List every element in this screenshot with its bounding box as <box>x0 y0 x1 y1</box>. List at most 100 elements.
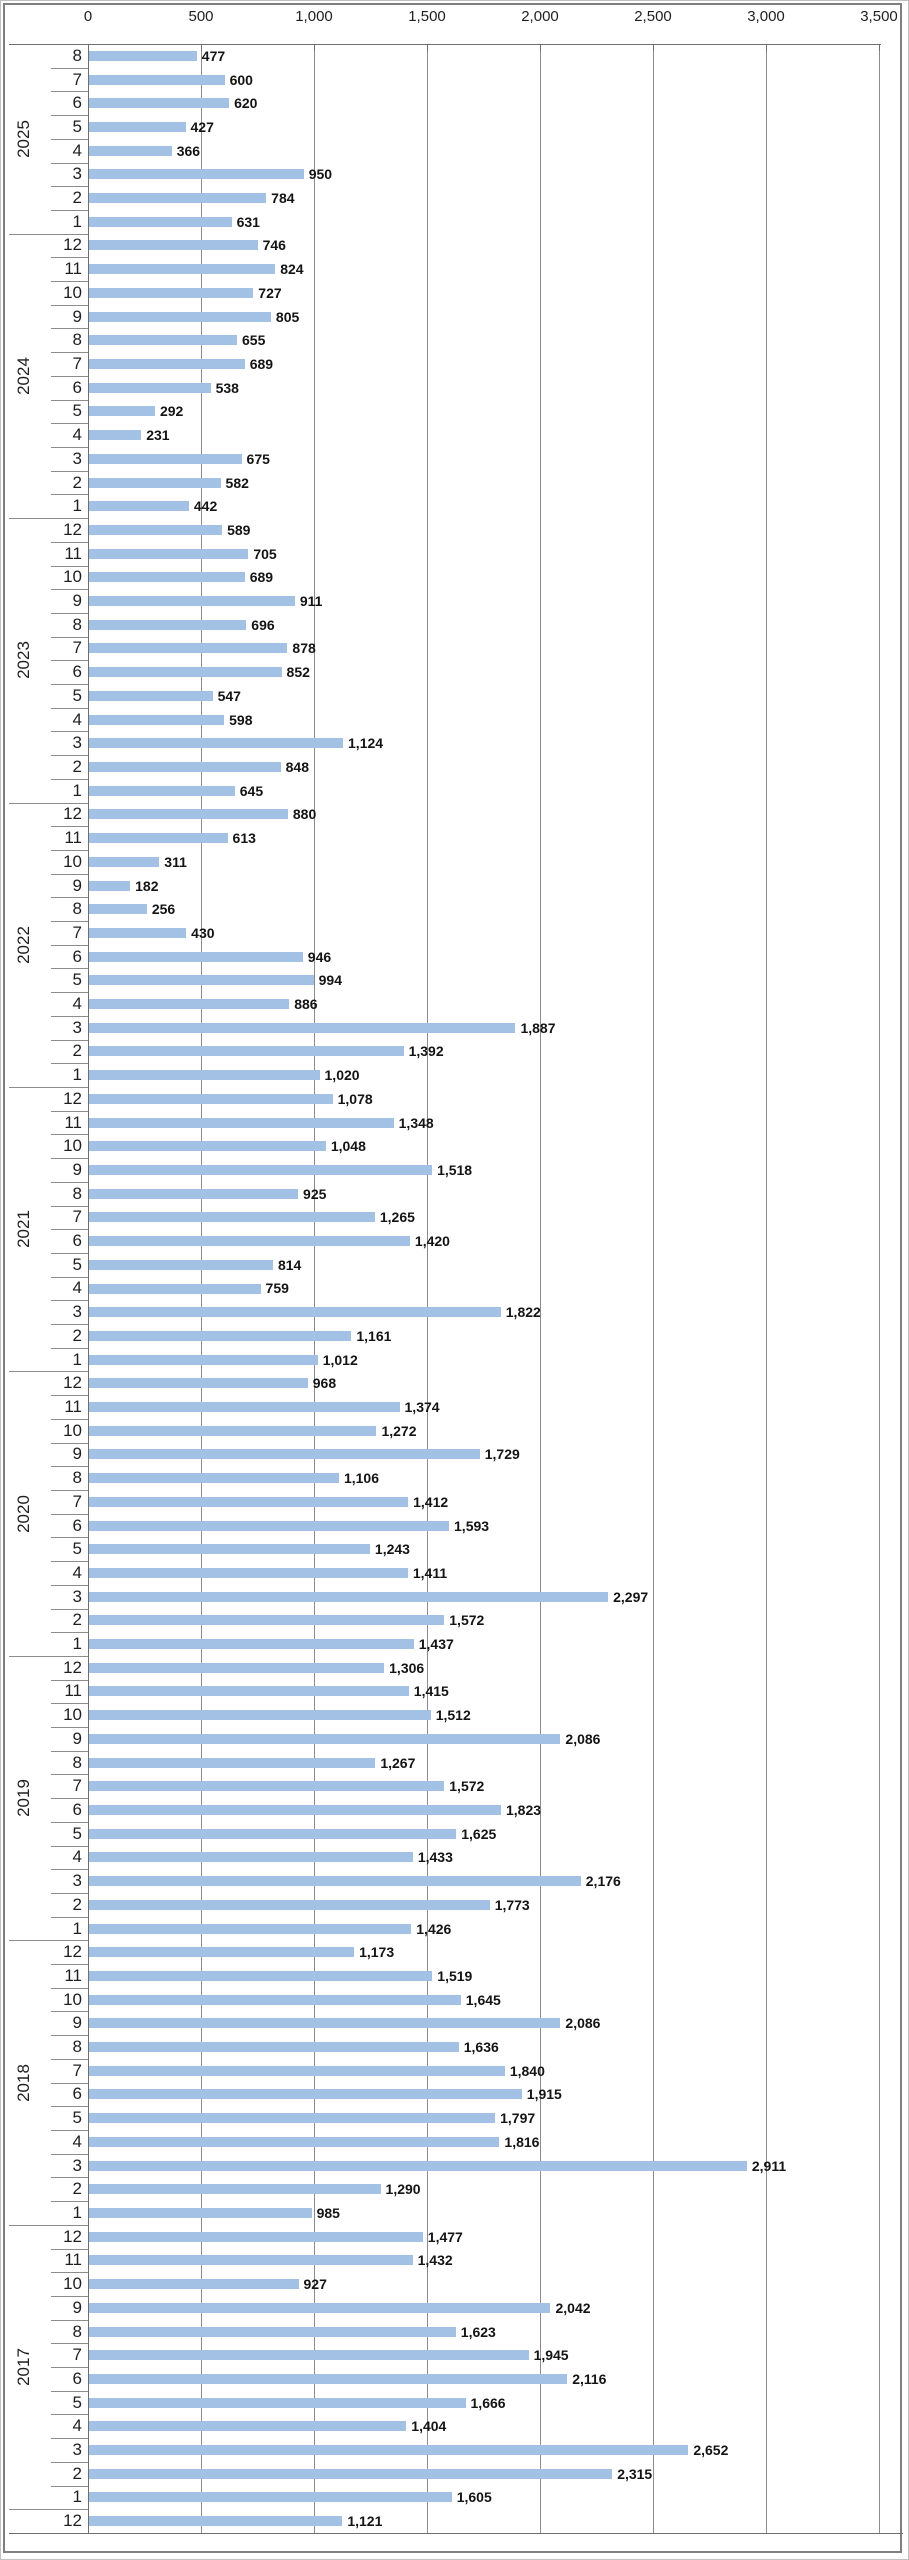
month-separator-line <box>51 921 88 923</box>
month-axis-label: 1 <box>72 211 82 231</box>
month-axis-label: 12 <box>63 804 82 824</box>
month-separator-line <box>51 1869 88 1871</box>
year-separator-line <box>9 518 88 520</box>
data-value-label: 1,625 <box>461 1825 497 1842</box>
data-bar <box>89 856 160 867</box>
data-bar <box>89 1828 457 1839</box>
month-separator-line <box>51 115 88 117</box>
month-axis-label: 6 <box>72 377 82 397</box>
data-value-label: 848 <box>285 758 309 775</box>
month-separator-line <box>51 2106 88 2108</box>
data-bar <box>89 833 228 844</box>
x-axis-tick <box>766 44 767 51</box>
data-bar <box>89 1496 409 1507</box>
data-bar <box>89 335 238 346</box>
month-axis-label: 1 <box>72 1918 82 1938</box>
month-separator-line <box>51 1513 88 1515</box>
data-bar <box>89 1259 273 1270</box>
data-value-label: 1,161 <box>356 1327 392 1344</box>
month-separator-line <box>51 470 88 472</box>
data-value-label: 231 <box>146 427 170 444</box>
data-value-label: 1,243 <box>374 1541 410 1558</box>
data-bar <box>89 2089 522 2100</box>
data-bar <box>89 1662 385 1673</box>
data-bar <box>89 1520 450 1531</box>
year-separator-line <box>9 1371 88 1373</box>
month-separator-line <box>51 755 88 757</box>
month-axis-label: 9 <box>72 875 82 895</box>
month-separator-line <box>51 589 88 591</box>
data-value-label: 1,915 <box>526 2086 562 2103</box>
month-separator-line <box>51 399 88 401</box>
month-separator-line <box>51 1134 88 1136</box>
year-separator-line <box>9 233 88 235</box>
data-bar <box>89 1544 370 1555</box>
data-value-label: 1,012 <box>322 1351 358 1368</box>
data-value-label: 1,477 <box>427 2228 463 2245</box>
x-tick-label: 1,000 <box>295 8 333 25</box>
data-bar <box>89 1307 501 1318</box>
data-bar <box>89 169 304 180</box>
data-value-label: 598 <box>229 711 253 728</box>
data-value-label: 824 <box>280 261 304 278</box>
month-axis-label: 8 <box>72 899 82 919</box>
month-axis-label: 8 <box>72 2321 82 2341</box>
month-axis-label: 11 <box>64 1681 82 1701</box>
data-value-label: 689 <box>249 356 274 372</box>
month-axis-label: 6 <box>72 93 82 113</box>
data-bar <box>89 1899 490 1910</box>
month-axis-label: 4 <box>72 709 82 729</box>
data-value-label: 727 <box>258 284 282 301</box>
month-axis-label: 7 <box>72 354 82 373</box>
month-axis-label: 5 <box>72 685 82 705</box>
data-bar <box>89 2207 312 2218</box>
data-value-label: 2,315 <box>617 2465 653 2482</box>
data-value-label: 1,593 <box>454 1517 490 1534</box>
month-axis-label: 2 <box>72 472 82 492</box>
data-value-label: 925 <box>303 1185 327 1202</box>
month-axis-label: 1 <box>72 780 82 800</box>
data-value-label: 1,124 <box>348 735 384 752</box>
month-axis-label: 7 <box>72 2345 82 2365</box>
data-value-label: 613 <box>232 830 256 847</box>
month-separator-line <box>51 1466 88 1468</box>
month-separator-line <box>51 897 88 899</box>
data-value-label: 880 <box>292 806 317 823</box>
month-separator-line <box>51 2130 88 2132</box>
month-axis-label: 6 <box>72 1799 82 1819</box>
data-value-label: 1,415 <box>413 1683 449 1700</box>
data-value-label: 2,911 <box>751 2157 787 2174</box>
data-bar <box>89 1805 501 1815</box>
data-value-label: 2,652 <box>693 2442 729 2459</box>
month-separator-line <box>51 328 88 330</box>
month-separator-line <box>51 2035 88 2037</box>
month-separator-line <box>51 281 88 283</box>
data-value-label: 746 <box>262 237 286 254</box>
data-value-label: 1,518 <box>437 1161 473 1178</box>
month-separator-line <box>51 91 88 93</box>
data-value-label: 1,121 <box>347 2513 383 2530</box>
data-bar <box>89 264 276 275</box>
month-separator-line <box>51 1347 88 1349</box>
data-value-label: 1,816 <box>504 2133 540 2150</box>
bottom-axis-line <box>9 2533 903 2534</box>
month-axis-label: 2 <box>72 2463 82 2483</box>
data-value-label: 1,887 <box>520 1019 556 1036</box>
data-value-label: 985 <box>316 2204 340 2221</box>
month-axis-label: 7 <box>72 1491 82 1511</box>
month-separator-line <box>51 1987 88 1989</box>
month-axis-label: 5 <box>72 401 82 421</box>
data-bar <box>89 382 211 393</box>
month-separator-line <box>51 1063 88 1065</box>
data-bar <box>89 1046 404 1057</box>
year-separator-line <box>9 1087 88 1088</box>
data-bar <box>89 904 147 915</box>
data-bar <box>89 1923 412 1934</box>
month-axis-label: 7 <box>72 1207 82 1227</box>
month-axis-label: 4 <box>72 140 82 160</box>
data-bar <box>89 2231 423 2242</box>
month-separator-line <box>51 352 88 354</box>
data-value-label: 1,173 <box>359 1944 395 1961</box>
month-axis-label: 3 <box>72 448 82 468</box>
year-label-text: 2019 <box>14 1779 34 1818</box>
